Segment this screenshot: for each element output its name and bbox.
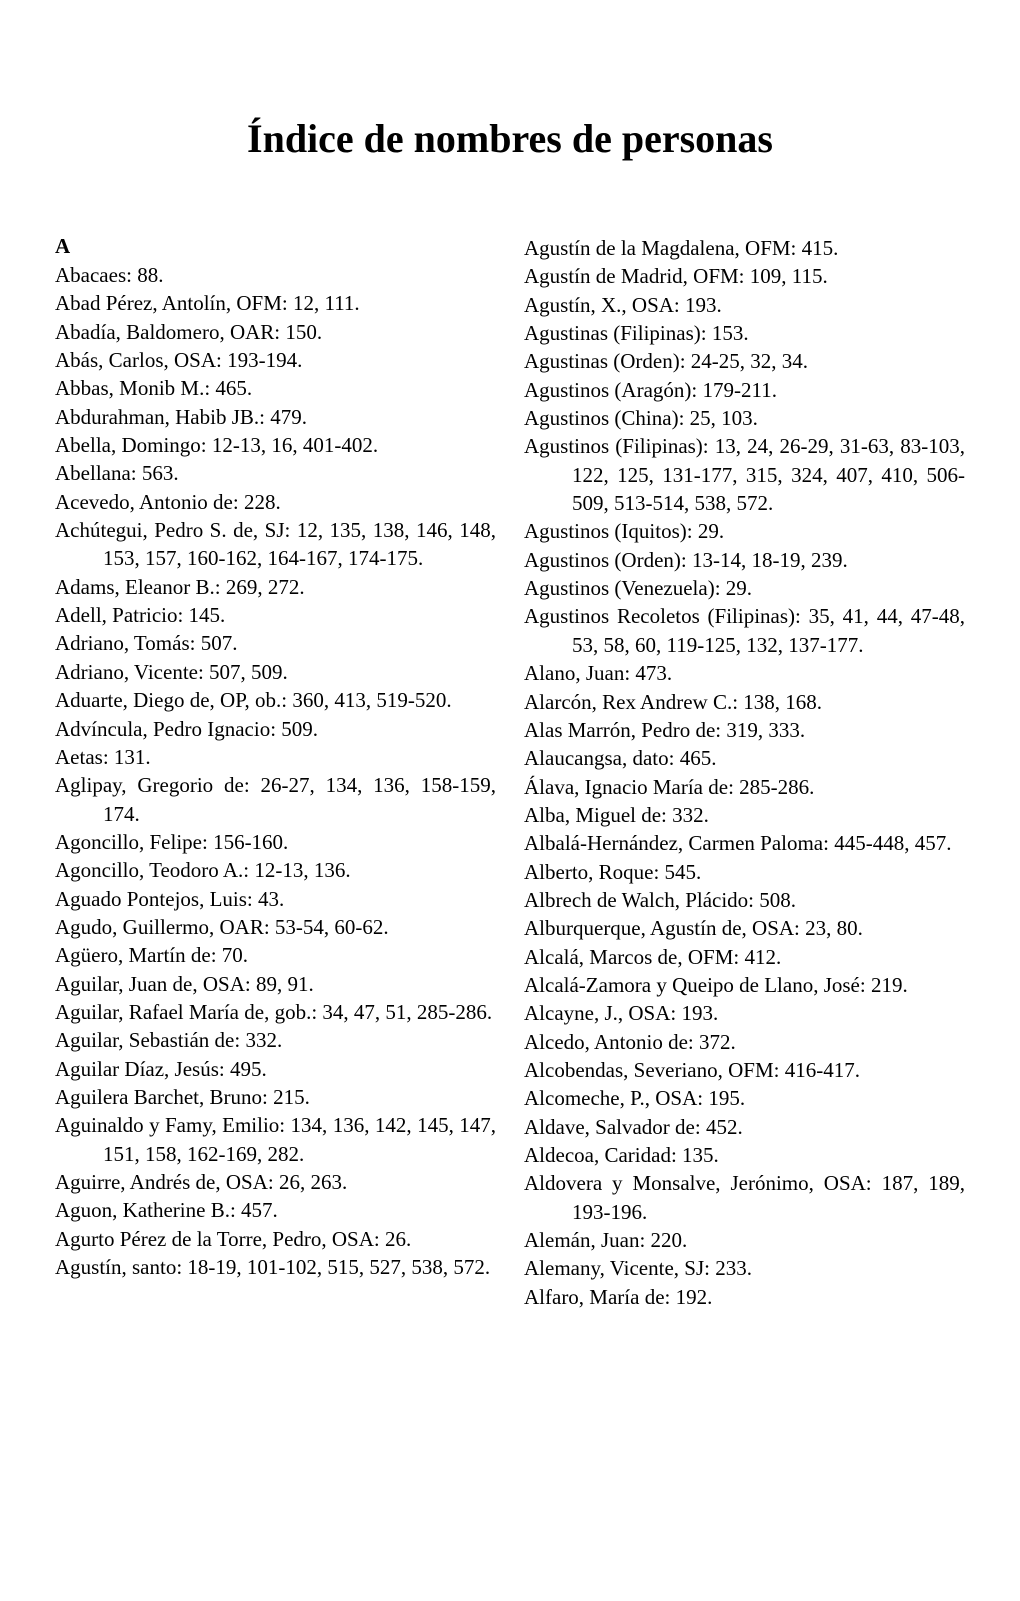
index-entry: Acevedo, Antonio de: 228. (55, 488, 496, 516)
page-title: Índice de nombres de personas (55, 115, 965, 162)
index-entry: Agustinos Recoletos (Filipinas): 35, 41,… (524, 602, 965, 659)
index-entry: Alba, Miguel de: 332. (524, 801, 965, 829)
index-entry: Achútegui, Pedro S. de, SJ: 12, 135, 138… (55, 516, 496, 573)
index-entry: Agustinos (Filipinas): 13, 24, 26-29, 31… (524, 432, 965, 517)
index-entry: Aguinaldo y Famy, Emilio: 134, 136, 142,… (55, 1111, 496, 1168)
index-entry: Alas Marrón, Pedro de: 319, 333. (524, 716, 965, 744)
index-entry: Alemán, Juan: 220. (524, 1226, 965, 1254)
index-entry: Agustín de Madrid, OFM: 109, 115. (524, 262, 965, 290)
index-entry: Aguirre, Andrés de, OSA: 26, 263. (55, 1168, 496, 1196)
index-entry: Alano, Juan: 473. (524, 659, 965, 687)
index-entry: Abdurahman, Habib JB.: 479. (55, 403, 496, 431)
index-entry: Adriano, Vicente: 507, 509. (55, 658, 496, 686)
index-entry: Agudo, Guillermo, OAR: 53-54, 60-62. (55, 913, 496, 941)
index-entry: Agoncillo, Teodoro A.: 12-13, 136. (55, 856, 496, 884)
index-entry: Agustinos (Iquitos): 29. (524, 517, 965, 545)
index-entry: Agustín de la Magdalena, OFM: 415. (524, 234, 965, 262)
right-column: Agustín de la Magdalena, OFM: 415.Agustí… (524, 234, 965, 1311)
index-entry: Aguilar, Rafael María de, gob.: 34, 47, … (55, 998, 496, 1026)
index-entry: Alcomeche, P., OSA: 195. (524, 1084, 965, 1112)
index-entry: Abellana: 563. (55, 459, 496, 487)
index-entry: Agustinos (Aragón): 179-211. (524, 376, 965, 404)
index-entry: Aguado Pontejos, Luis: 43. (55, 885, 496, 913)
index-entry: Aglipay, Gregorio de: 26-27, 134, 136, 1… (55, 771, 496, 828)
index-entry: Abacaes: 88. (55, 261, 496, 289)
index-entry: Alberto, Roque: 545. (524, 858, 965, 886)
index-entry: Agurto Pérez de la Torre, Pedro, OSA: 26… (55, 1225, 496, 1253)
index-entry: Agustinos (Venezuela): 29. (524, 574, 965, 602)
index-entry: Alfaro, María de: 192. (524, 1283, 965, 1311)
index-entry: Alarcón, Rex Andrew C.: 138, 168. (524, 688, 965, 716)
index-entry: Abás, Carlos, OSA: 193-194. (55, 346, 496, 374)
index-entry: Alcalá-Zamora y Queipo de Llano, José: 2… (524, 971, 965, 999)
index-entry: Aguon, Katherine B.: 457. (55, 1196, 496, 1224)
index-entry: Aldecoa, Caridad: 135. (524, 1141, 965, 1169)
index-entry: Advíncula, Pedro Ignacio: 509. (55, 715, 496, 743)
index-entry: Agustinas (Orden): 24-25, 32, 34. (524, 347, 965, 375)
index-entry: Abbas, Monib M.: 465. (55, 374, 496, 402)
index-entry: Aduarte, Diego de, OP, ob.: 360, 413, 51… (55, 686, 496, 714)
section-header-a: A (55, 234, 496, 259)
index-entry: Aguilar Díaz, Jesús: 495. (55, 1055, 496, 1083)
index-columns: A Abacaes: 88.Abad Pérez, Antolín, OFM: … (55, 234, 965, 1311)
index-entry: Aldovera y Monsalve, Jerónimo, OSA: 187,… (524, 1169, 965, 1226)
index-entry: Alburquerque, Agustín de, OSA: 23, 80. (524, 914, 965, 942)
index-entry: Aguilar, Juan de, OSA: 89, 91. (55, 970, 496, 998)
index-entry: Adell, Patricio: 145. (55, 601, 496, 629)
index-entry: Adams, Eleanor B.: 269, 272. (55, 573, 496, 601)
left-column: A Abacaes: 88.Abad Pérez, Antolín, OFM: … (55, 234, 496, 1311)
index-entry: Aetas: 131. (55, 743, 496, 771)
index-entry: Albrech de Walch, Plácido: 508. (524, 886, 965, 914)
index-entry: Agustín, X., OSA: 193. (524, 291, 965, 319)
index-entry: Alaucangsa, dato: 465. (524, 744, 965, 772)
index-entry: Agustinos (China): 25, 103. (524, 404, 965, 432)
index-entry: Agustín, santo: 18-19, 101-102, 515, 527… (55, 1253, 496, 1281)
index-entry: Alemany, Vicente, SJ: 233. (524, 1254, 965, 1282)
index-entry: Agoncillo, Felipe: 156-160. (55, 828, 496, 856)
index-entry: Aguilar, Sebastián de: 332. (55, 1026, 496, 1054)
index-entry: Alcayne, J., OSA: 193. (524, 999, 965, 1027)
index-entry: Abadía, Baldomero, OAR: 150. (55, 318, 496, 346)
index-entry: Albalá-Hernández, Carmen Paloma: 445-448… (524, 829, 965, 857)
index-entry: Agüero, Martín de: 70. (55, 941, 496, 969)
index-entry: Aguilera Barchet, Bruno: 215. (55, 1083, 496, 1111)
index-entry: Álava, Ignacio María de: 285-286. (524, 773, 965, 801)
index-entry: Aldave, Salvador de: 452. (524, 1113, 965, 1141)
index-entry: Abella, Domingo: 12-13, 16, 401-402. (55, 431, 496, 459)
index-entry: Alcedo, Antonio de: 372. (524, 1028, 965, 1056)
index-entry: Agustinos (Orden): 13-14, 18-19, 239. (524, 546, 965, 574)
index-entry: Alcobendas, Severiano, OFM: 416-417. (524, 1056, 965, 1084)
index-entry: Adriano, Tomás: 507. (55, 629, 496, 657)
index-entry: Alcalá, Marcos de, OFM: 412. (524, 943, 965, 971)
index-entry: Abad Pérez, Antolín, OFM: 12, 111. (55, 289, 496, 317)
index-entry: Agustinas (Filipinas): 153. (524, 319, 965, 347)
